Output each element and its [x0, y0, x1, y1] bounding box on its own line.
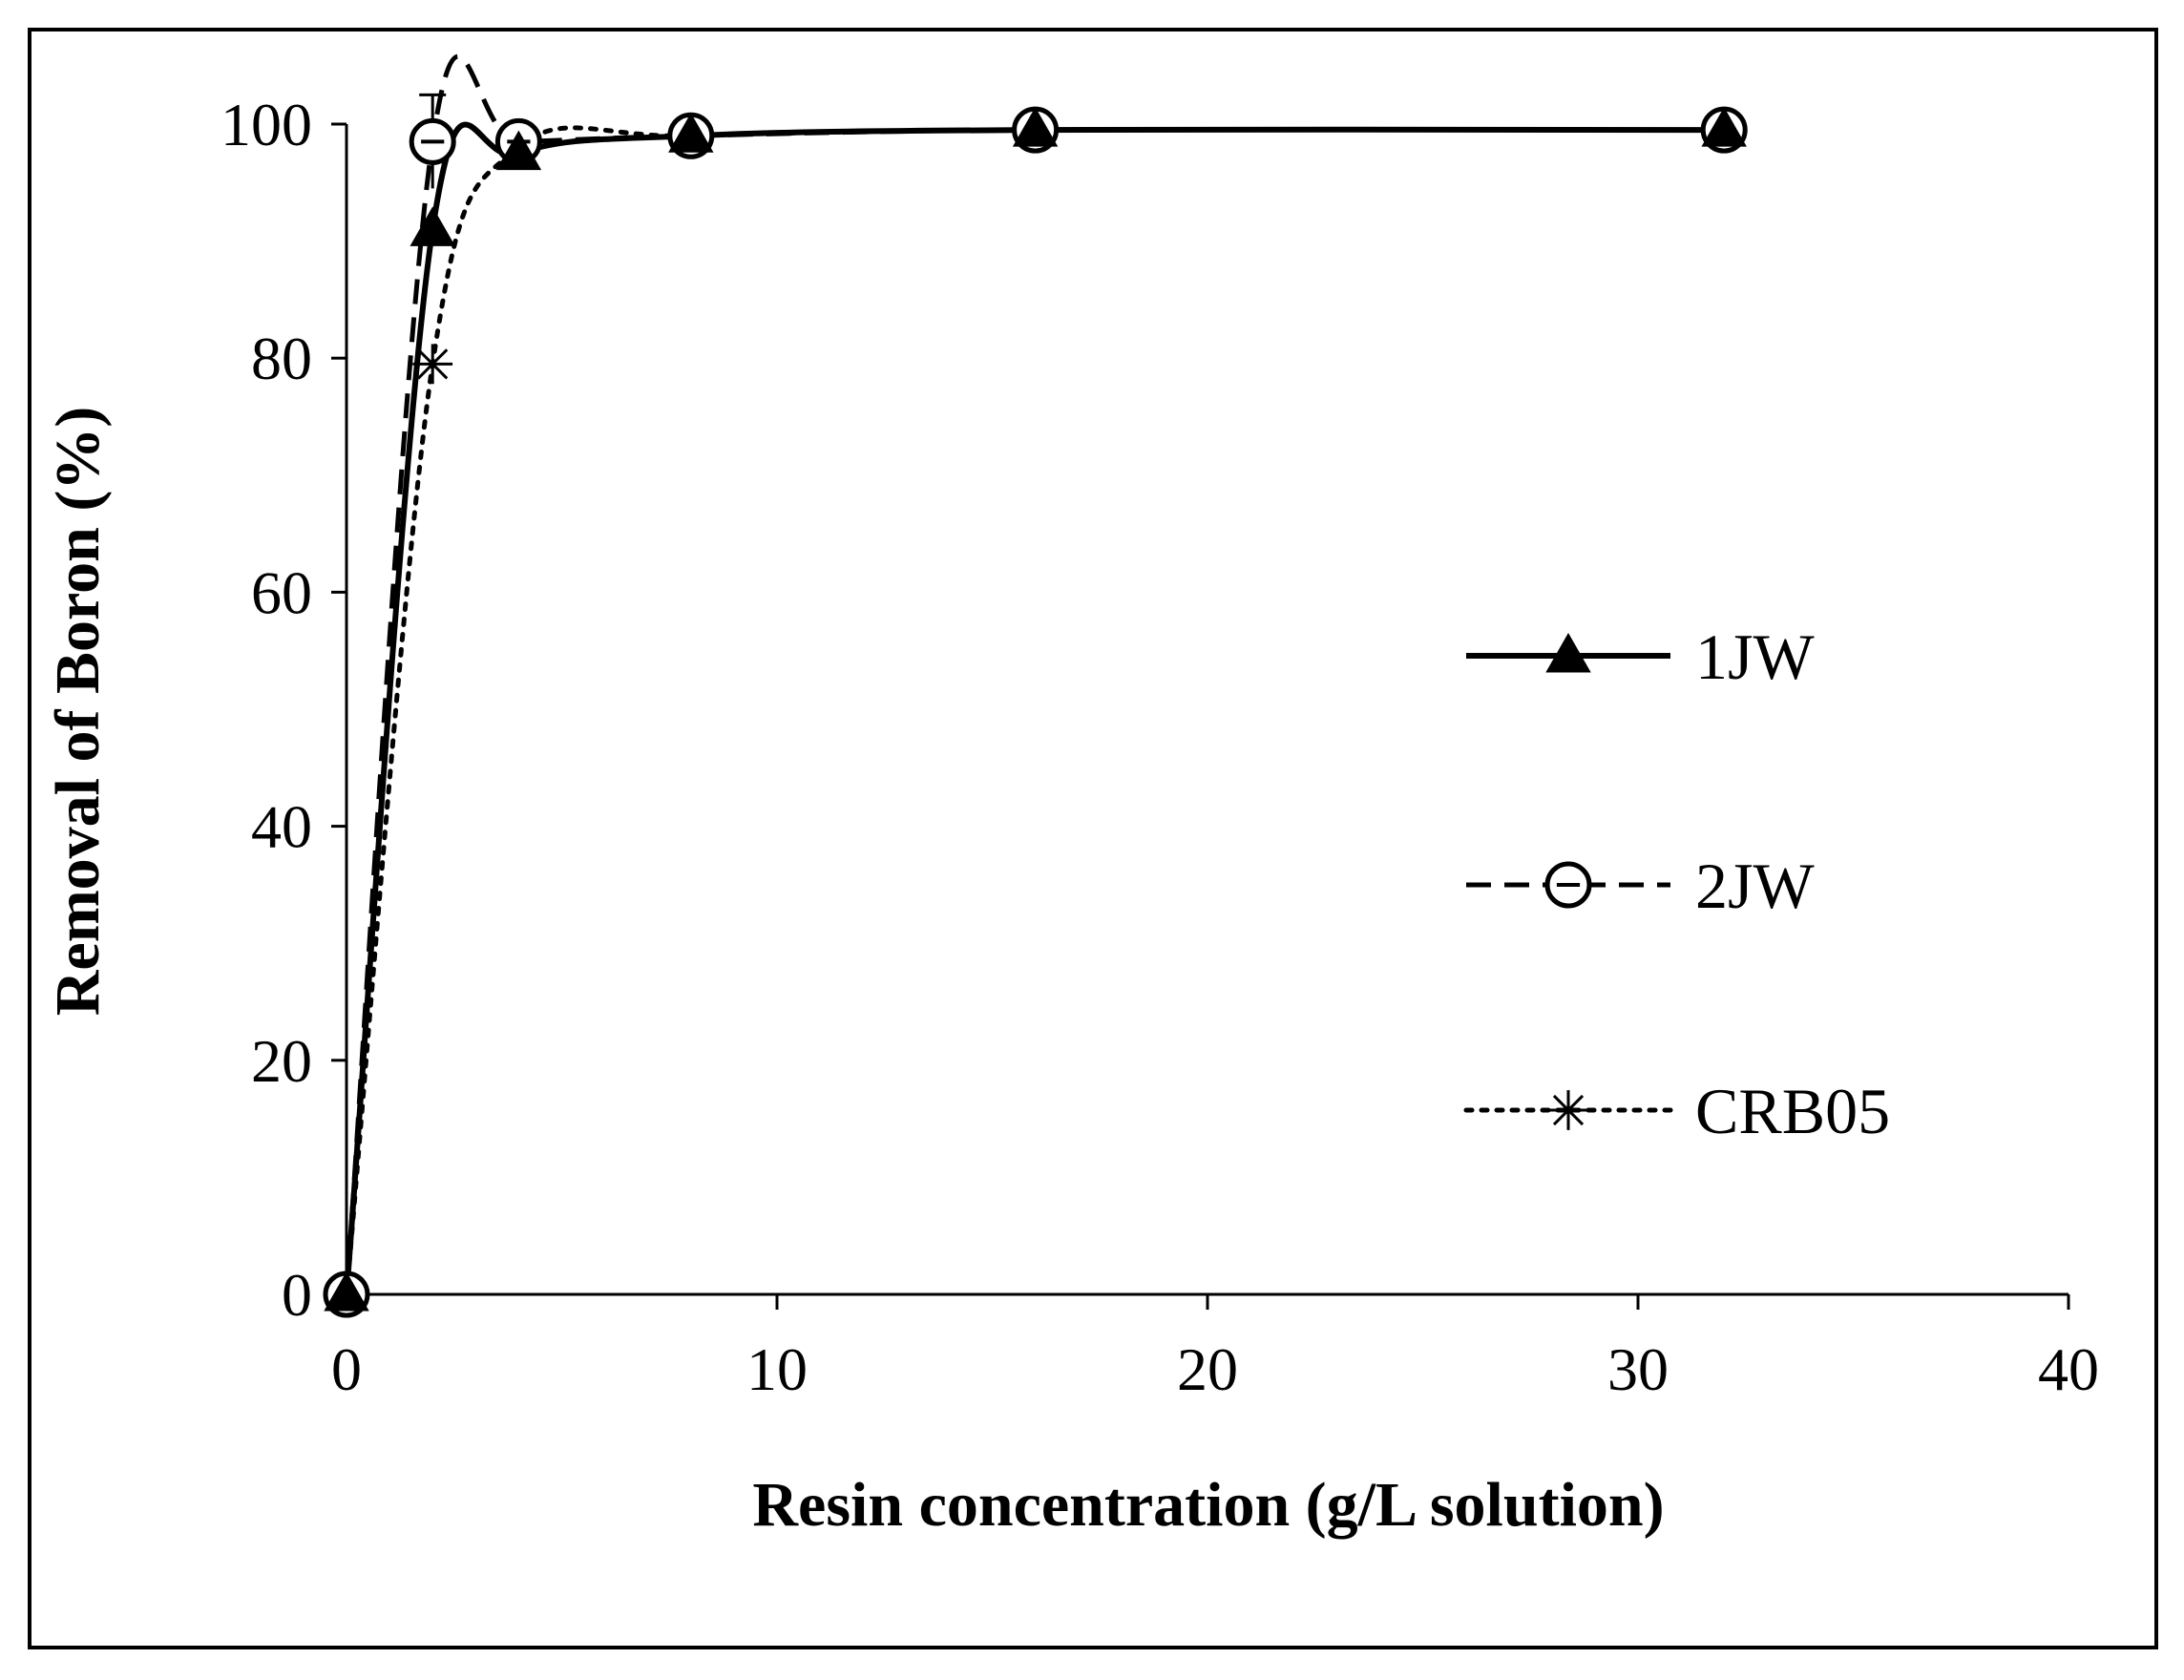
marker-1JW-point: [1701, 107, 1747, 147]
legend-label: 2JW: [1695, 850, 1815, 922]
x-axis-title: Resin concentration (g/L solution): [752, 1470, 1664, 1540]
series-line-CRB05: [344, 125, 1727, 1297]
marker-1JW-point: [668, 113, 714, 153]
legend-marker: [1548, 1090, 1588, 1130]
asterisk-stroke: [417, 348, 449, 380]
legend-item-1JW: 1JW: [1466, 620, 1815, 693]
y-tick-label: 20: [251, 1027, 312, 1095]
marker-2JW-point: [409, 117, 456, 165]
plot-area: [323, 53, 1748, 1318]
legend-item-2JW: 2JW: [1466, 850, 1815, 922]
legend-item-CRB05: CRB05: [1463, 1075, 1890, 1147]
y-axis-title: Removal of Boron (%): [43, 407, 113, 1017]
x-tick-label: 40: [2038, 1335, 2099, 1403]
legend: 1JW 2JW CRB05: [1463, 620, 1890, 1147]
legend-label: 1JW: [1695, 620, 1815, 693]
x-tick-label: 30: [1607, 1335, 1669, 1403]
asterisk-stroke: [1552, 1094, 1585, 1126]
y-tick-label: 60: [251, 558, 312, 626]
x-tick-label: 20: [1177, 1335, 1238, 1403]
x-tick-label: 10: [746, 1335, 808, 1403]
marker-CRB05-point: [412, 344, 453, 385]
x-tick-label: 0: [331, 1335, 362, 1403]
series-line-1JW: [344, 121, 1725, 1295]
legend-marker: [1544, 861, 1592, 909]
y-tick-label: 0: [282, 1261, 312, 1329]
legend-marker: [1545, 632, 1591, 673]
marker-1JW-point: [495, 130, 542, 171]
y-tick-label: 100: [220, 91, 312, 158]
marker-1JW-point: [324, 1270, 369, 1312]
marker-1JW-point: [410, 206, 455, 246]
axes: 0 10 20 30 40 0 20 40 60 80 100: [220, 91, 2099, 1403]
y-tick-label: 40: [251, 793, 312, 861]
legend-label: CRB05: [1695, 1075, 1890, 1147]
marker-1JW-point: [1012, 107, 1059, 147]
y-tick-label: 80: [251, 325, 312, 392]
